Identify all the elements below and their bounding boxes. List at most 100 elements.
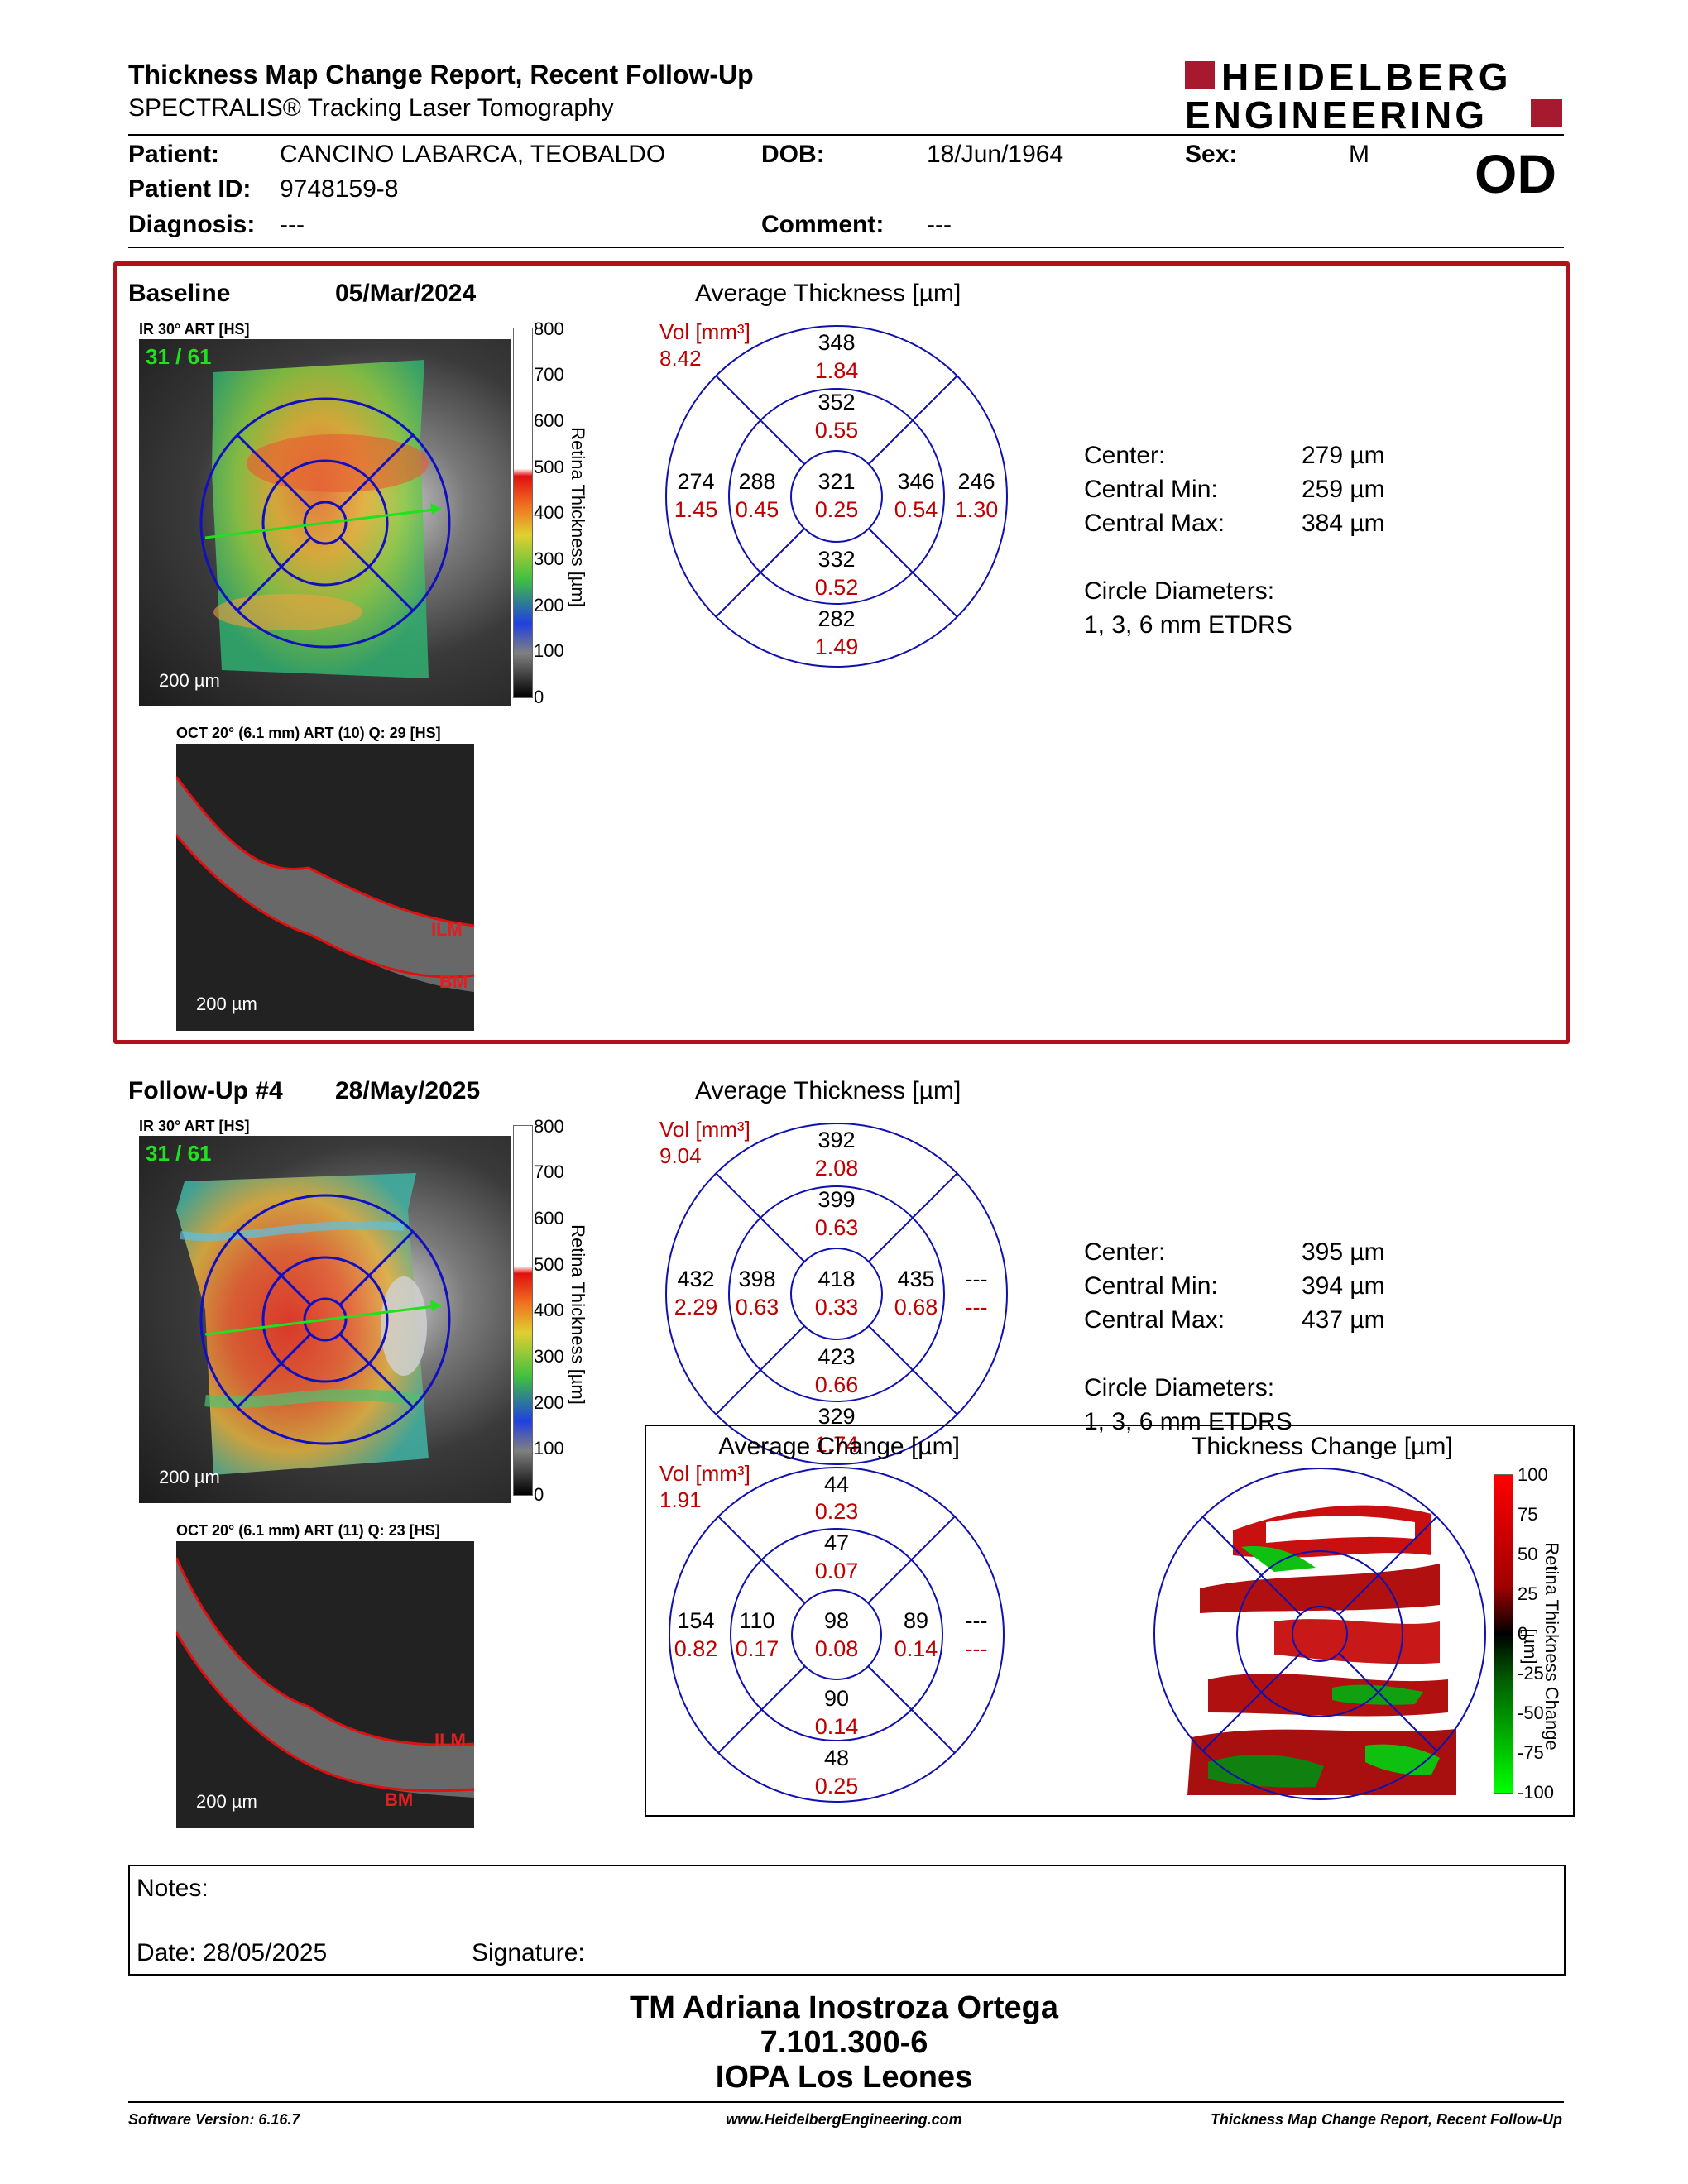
- sex-label: Sex:: [1185, 141, 1238, 168]
- footer-report: Thickness Map Change Report, Recent Foll…: [1210, 2111, 1562, 2128]
- change-colorbar-ticks: 100 75 50 25 0 -25 -50 -75 -100: [1518, 1464, 1559, 1803]
- change-sup-in-vol: 0.07: [815, 1559, 859, 1583]
- baseline-center: 321: [818, 469, 855, 494]
- followup-label: Follow-Up #4: [128, 1077, 283, 1104]
- followup-ir-label: IR 30° ART [HS]: [139, 1118, 250, 1134]
- followup-map-scale: 200 µm: [159, 1467, 220, 1487]
- followup-thickness-map: 31 / 61 200 µm: [139, 1136, 511, 1503]
- followup-nas-out: 432: [677, 1267, 714, 1291]
- change-tmp-out: ---: [966, 1608, 988, 1633]
- change-sup-out: 44: [824, 1472, 849, 1497]
- baseline-tick-200: 200: [534, 595, 564, 615]
- patient-name: CANCINO LABARCA, TEOBALDO: [280, 141, 666, 168]
- baseline-nas-in: 288: [738, 469, 775, 494]
- baseline-ir-label: IR 30° ART [HS]: [139, 321, 250, 338]
- followup-tick-200: 200: [534, 1392, 564, 1413]
- baseline-tick-800: 800: [534, 318, 564, 339]
- change-colorbar: [1494, 1474, 1513, 1794]
- followup-diam-label: Circle Diameters:: [1084, 1374, 1275, 1401]
- baseline-tick-0: 0: [534, 687, 544, 707]
- change-tick-minus75: -75: [1518, 1742, 1544, 1763]
- notes-label: Notes:: [137, 1875, 209, 1902]
- change-tick-25: 25: [1518, 1583, 1538, 1604]
- followup-vol-label: Vol [mm³]: [659, 1117, 750, 1142]
- change-tick-75: 75: [1518, 1504, 1538, 1525]
- baseline-tmp-in-vol: 0.54: [894, 497, 938, 522]
- diagnosis-label: Diagnosis:: [128, 211, 256, 238]
- dob-label: DOB:: [761, 141, 825, 168]
- baseline-inf-out: 282: [818, 606, 855, 631]
- change-tick-minus50: -50: [1518, 1703, 1544, 1723]
- baseline-sup-in: 352: [818, 390, 855, 414]
- followup-diam-value: 1, 3, 6 mm ETDRS: [1084, 1408, 1292, 1435]
- baseline-colorbar-title: Retina Thickness [µm]: [568, 427, 588, 607]
- sex-value: M: [1349, 141, 1369, 168]
- baseline-oct-scale: 200 µm: [196, 994, 257, 1014]
- comment-value: ---: [927, 211, 952, 238]
- signature-label: Signature:: [472, 1939, 585, 1966]
- baseline-etdrs-grid: 348 1.84 352 0.55 321 0.25 274 1.45 288 …: [665, 325, 1008, 668]
- followup-tick-300: 300: [534, 1346, 564, 1367]
- baseline-label: Baseline: [128, 280, 231, 307]
- baseline-inf-in: 332: [818, 547, 855, 572]
- followup-tick-100: 100: [534, 1438, 564, 1458]
- signatory-name: TM Adriana Inostroza Ortega: [630, 1990, 1058, 2025]
- baseline-nas-out: 274: [677, 469, 714, 494]
- followup-inf-in: 423: [818, 1344, 855, 1369]
- change-inf-in: 90: [824, 1686, 849, 1711]
- change-nas-in: 110: [739, 1608, 774, 1633]
- baseline-tmp-out: 246: [957, 469, 995, 494]
- signatory-place: IOPA Los Leones: [715, 2060, 973, 2095]
- followup-vol-value: 9.04: [659, 1143, 702, 1168]
- baseline-center-label: Center:: [1084, 442, 1166, 469]
- change-panel: [645, 1425, 1575, 1817]
- followup-tmp-in: 435: [897, 1267, 934, 1291]
- baseline-thickness-colorbar: [513, 328, 533, 698]
- followup-sup-out: 392: [818, 1128, 855, 1152]
- change-nas-in-vol: 0.17: [736, 1636, 779, 1661]
- followup-oct-label: OCT 20° (6.1 mm) ART (11) Q: 23 [HS]: [176, 1522, 440, 1539]
- baseline-tmp-in: 346: [897, 469, 934, 494]
- notes-box[interactable]: Notes: Date: 28/05/2025 Signature:: [128, 1865, 1566, 1976]
- followup-date: 28/May/2025: [335, 1077, 481, 1104]
- followup-slice-index: 31 / 61: [146, 1141, 212, 1166]
- baseline-min-value: 259 µm: [1302, 476, 1385, 503]
- followup-oct-scale: 200 µm: [196, 1791, 257, 1812]
- baseline-tick-300: 300: [534, 548, 564, 569]
- followup-tick-700: 700: [534, 1161, 564, 1182]
- baseline-tick-400: 400: [534, 502, 564, 523]
- change-tmp-in-vol: 0.14: [894, 1636, 938, 1661]
- eye-indicator: OD: [1475, 143, 1556, 204]
- baseline-nas-out-vol: 1.45: [674, 497, 718, 522]
- footer-website[interactable]: www.HeidelbergEngineering.com: [726, 2111, 962, 2128]
- baseline-vol-label: Vol [mm³]: [659, 319, 750, 344]
- followup-nas-in: 398: [738, 1267, 775, 1291]
- change-tmp-out-vol: ---: [966, 1636, 988, 1661]
- change-vol-value: 1.91: [659, 1487, 702, 1512]
- baseline-tick-500: 500: [534, 457, 564, 477]
- followup-nas-out-vol: 2.29: [674, 1295, 718, 1320]
- change-map-title: Thickness Change [µm]: [1192, 1433, 1453, 1460]
- followup-colorbar-title: Retina Thickness [µm]: [568, 1224, 588, 1405]
- dob-value: 18/Jun/1964: [927, 141, 1064, 168]
- baseline-oct-label: OCT 20° (6.1 mm) ART (10) Q: 29 [HS]: [176, 725, 441, 741]
- baseline-avg-title: Average Thickness [µm]: [695, 280, 961, 307]
- baseline-tmp-out-vol: 1.30: [955, 497, 999, 522]
- followup-tick-0: 0: [534, 1484, 544, 1505]
- notes-date: Date: 28/05/2025: [137, 1939, 328, 1966]
- baseline-diam-value: 1, 3, 6 mm ETDRS: [1084, 611, 1292, 639]
- report-subtitle: SPECTRALIS® Tracking Laser Tomography: [128, 94, 614, 122]
- baseline-oct-scan: ILM BM 200 µm: [176, 744, 474, 1031]
- patient-id-value: 9748159-8: [280, 175, 399, 203]
- baseline-ilm-label: ILM: [431, 919, 463, 940]
- baseline-min-label: Central Min:: [1084, 476, 1218, 503]
- baseline-thickness-map: 31 / 61 200 µm: [139, 339, 511, 706]
- footer-software: Software Version: 6.16.7: [128, 2111, 300, 2128]
- change-avg-title: Average Change [µm]: [718, 1433, 960, 1460]
- change-tick-0: 0: [1518, 1623, 1528, 1644]
- baseline-max-value: 384 µm: [1302, 510, 1385, 537]
- baseline-vol-value: 8.42: [659, 346, 702, 371]
- baseline-sup-in-vol: 0.55: [815, 418, 859, 443]
- logo-line-2: ENGINEERING: [1185, 93, 1489, 136]
- followup-tmp-in-vol: 0.68: [894, 1295, 938, 1320]
